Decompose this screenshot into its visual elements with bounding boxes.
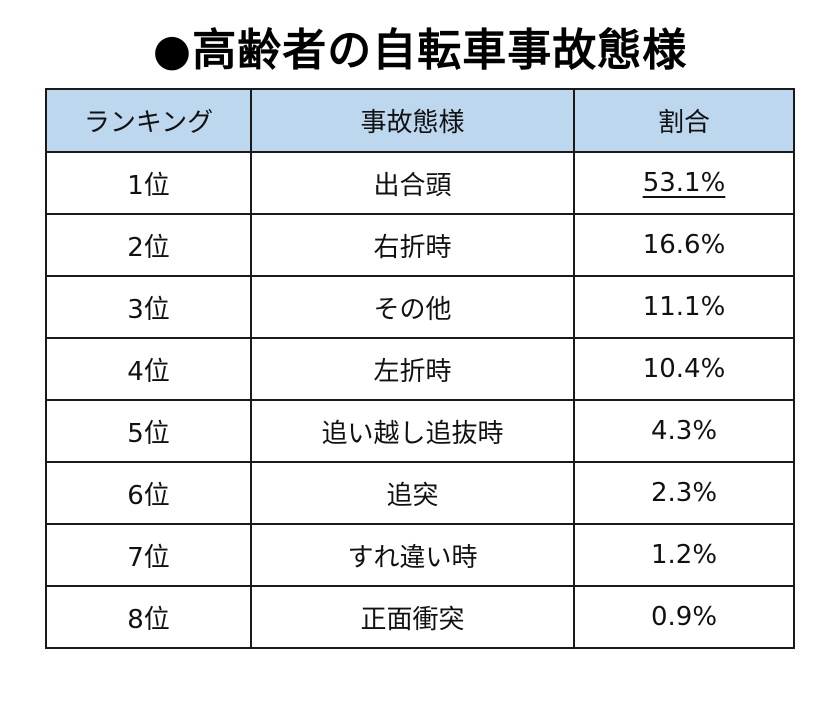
rank-cell: 7位	[45, 523, 252, 587]
ratio-cell: 1.2%	[573, 523, 795, 587]
table-row: 4位 左折時 10.4%	[45, 337, 795, 401]
table-row: 1位 出合頭 53.1%	[45, 151, 795, 215]
table-row: 3位 その他 11.1%	[45, 275, 795, 339]
table-row: 7位 すれ違い時 1.2%	[45, 523, 795, 587]
type-cell: すれ違い時	[250, 523, 575, 587]
table-header-row: ランキング 事故態様 割合	[45, 88, 795, 153]
type-cell: 正面衝突	[250, 585, 575, 649]
header-ratio: 割合	[573, 88, 795, 153]
type-cell: その他	[250, 275, 575, 339]
ratio-cell: 4.3%	[573, 399, 795, 463]
ratio-cell: 11.1%	[573, 275, 795, 339]
header-accident-type: 事故態様	[250, 88, 575, 153]
rank-cell: 2位	[45, 213, 252, 277]
ratio-cell: 2.3%	[573, 461, 795, 525]
rank-cell: 1位	[45, 151, 252, 215]
type-cell: 左折時	[250, 337, 575, 401]
header-ranking: ランキング	[45, 88, 252, 153]
rank-cell: 6位	[45, 461, 252, 525]
ratio-cell: 16.6%	[573, 213, 795, 277]
table-row: 5位 追い越し追抜時 4.3%	[45, 399, 795, 463]
accident-table: ランキング 事故態様 割合 1位 出合頭 53.1% 2位 右折時 16.6% …	[45, 88, 795, 649]
table-row: 8位 正面衝突 0.9%	[45, 585, 795, 649]
type-cell: 追突	[250, 461, 575, 525]
type-cell: 出合頭	[250, 151, 575, 215]
ratio-cell: 10.4%	[573, 337, 795, 401]
type-cell: 追い越し追抜時	[250, 399, 575, 463]
ratio-cell: 0.9%	[573, 585, 795, 649]
table-row: 6位 追突 2.3%	[45, 461, 795, 525]
rank-cell: 4位	[45, 337, 252, 401]
rank-cell: 5位	[45, 399, 252, 463]
page-title: ●高齢者の自転車事故態様	[152, 25, 688, 76]
rank-cell: 3位	[45, 275, 252, 339]
table-row: 2位 右折時 16.6%	[45, 213, 795, 277]
ratio-value-underlined: 53.1%	[642, 168, 726, 198]
ratio-cell: 53.1%	[573, 151, 795, 215]
rank-cell: 8位	[45, 585, 252, 649]
type-cell: 右折時	[250, 213, 575, 277]
